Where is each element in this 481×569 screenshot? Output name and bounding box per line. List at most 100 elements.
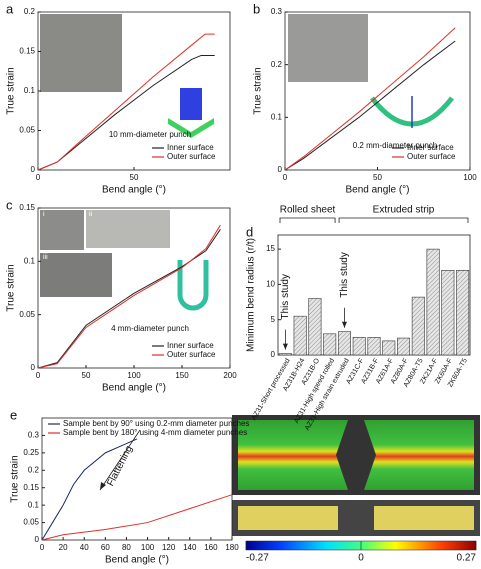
- x-tick-label: 100: [127, 371, 141, 380]
- group-label: Rolled sheet: [280, 205, 336, 216]
- arrow-head: [282, 343, 288, 350]
- y-tick-label: 0: [31, 165, 36, 174]
- bar: [308, 298, 322, 356]
- x-tick-label: 160: [204, 543, 218, 552]
- plot-frame: [277, 234, 471, 356]
- bar: [293, 315, 307, 356]
- bar: [278, 353, 292, 356]
- bar: [337, 331, 351, 356]
- punch-icon: [180, 88, 202, 120]
- y-tick-label: 0.3: [28, 431, 40, 440]
- y-tick-label: 0.15: [19, 203, 35, 212]
- annotation: This study: [339, 252, 350, 298]
- y-tick-label: 0.15: [19, 47, 35, 56]
- x-tick-label: 50: [373, 173, 382, 182]
- bar: [323, 333, 337, 356]
- y-tick-label: 0: [35, 535, 40, 544]
- y-axis-label: True strain: [6, 67, 17, 114]
- colorbar-label: 0.27: [457, 553, 477, 564]
- y-tick-label: 15: [266, 244, 275, 253]
- y-tick-label: 0.05: [19, 310, 35, 319]
- y-tick-label: 0.25: [23, 448, 39, 457]
- bar: [441, 269, 455, 356]
- panel-letter: e: [10, 407, 17, 422]
- panel-letter: d: [246, 224, 253, 239]
- y-tick-label: 5: [271, 315, 276, 324]
- x-tick-label: 200: [223, 371, 237, 380]
- x-tick-label: 50: [82, 371, 91, 380]
- specimen-icon: [168, 118, 214, 138]
- dic-image: [374, 506, 474, 530]
- x-axis-label: Bend angle (°): [105, 555, 169, 566]
- bar: [352, 337, 366, 356]
- annotation: This study: [280, 274, 291, 320]
- data-line: [284, 27, 456, 171]
- bar: [367, 337, 381, 356]
- legend-label: Sample bent by 90° using 0.2-mm diameter…: [63, 419, 249, 428]
- x-tick-label: 0: [36, 371, 41, 380]
- panel-letter: c: [6, 197, 13, 212]
- x-tick-label: 20: [59, 543, 68, 552]
- photo-inset: [40, 14, 122, 92]
- y-axis-label: True strain: [6, 264, 17, 311]
- x-tick-label: 180: [225, 543, 239, 552]
- y-tick-label: 0: [271, 350, 276, 359]
- bar: [426, 248, 440, 356]
- x-axis-label: Bend angle (°): [345, 185, 409, 196]
- y-tick-label: 0.2: [28, 465, 40, 474]
- photo-inset: [40, 210, 84, 250]
- x-tick-label: 0: [283, 173, 288, 182]
- inset-label: iii: [43, 254, 48, 261]
- x-tick-label: 0: [40, 543, 45, 552]
- photo-inset: [86, 210, 170, 248]
- plot-frame: [41, 417, 233, 541]
- bar: [456, 269, 470, 356]
- y-tick-label: 0.1: [24, 256, 36, 265]
- legend-label: Outer surface: [167, 152, 216, 161]
- bar: [397, 337, 411, 356]
- data-line: [37, 229, 221, 369]
- x-axis-label: Bend angle (°): [102, 383, 166, 394]
- x-axis-label: Bend angle (°): [102, 185, 166, 196]
- annotation-arrow: [99, 429, 141, 491]
- annotation: 10 mm-diameter punch: [109, 130, 191, 139]
- y-axis-label: True strain: [253, 67, 264, 114]
- colorbar-label: 0: [358, 553, 364, 564]
- legend-label: Inner surface: [167, 143, 214, 152]
- y-tick-label: 0: [278, 165, 283, 174]
- panel-letter: a: [6, 1, 14, 16]
- arrow-head: [341, 321, 347, 328]
- x-tick-label: 40: [80, 543, 89, 552]
- x-tick-label: 120: [162, 543, 176, 552]
- group-label: Extruded strip: [373, 205, 435, 216]
- data-line: [37, 224, 221, 369]
- legend-label: Sample bent by 180° using 4-mm diameter …: [63, 428, 247, 437]
- y-tick-label: 0.15: [23, 483, 39, 492]
- dic-image: [364, 420, 474, 490]
- x-tick-label: 0: [36, 173, 41, 182]
- bar: [382, 340, 396, 356]
- x-tick-label: 60: [101, 543, 110, 552]
- y-tick-label: 0.1: [24, 86, 36, 95]
- y-tick-label: 0.1: [271, 112, 283, 121]
- y-tick-label: 10: [266, 280, 275, 289]
- data-line: [41, 494, 233, 541]
- specimen-icon: [177, 260, 209, 311]
- data-line: [37, 33, 215, 171]
- y-tick-label: 0.05: [19, 126, 35, 135]
- legend-label: Inner surface: [167, 341, 214, 350]
- y-tick-label: 0.05: [23, 518, 39, 527]
- inset-label: i: [43, 211, 45, 218]
- data-line: [284, 40, 456, 171]
- x-tick-label: 50: [130, 173, 139, 182]
- legend-label: Outer surface: [167, 350, 216, 359]
- x-tick-label: 150: [175, 371, 189, 380]
- x-tick-label: 100: [141, 543, 155, 552]
- y-axis-label: Minimum bend radius (r/t): [246, 238, 257, 352]
- dic-image: [238, 420, 348, 490]
- y-tick-label: 0.1: [28, 500, 40, 509]
- legend-label: Outer surface: [407, 152, 456, 161]
- y-tick-label: 0: [31, 363, 36, 372]
- annotation: 0.2 mm-diameter punch: [353, 141, 437, 150]
